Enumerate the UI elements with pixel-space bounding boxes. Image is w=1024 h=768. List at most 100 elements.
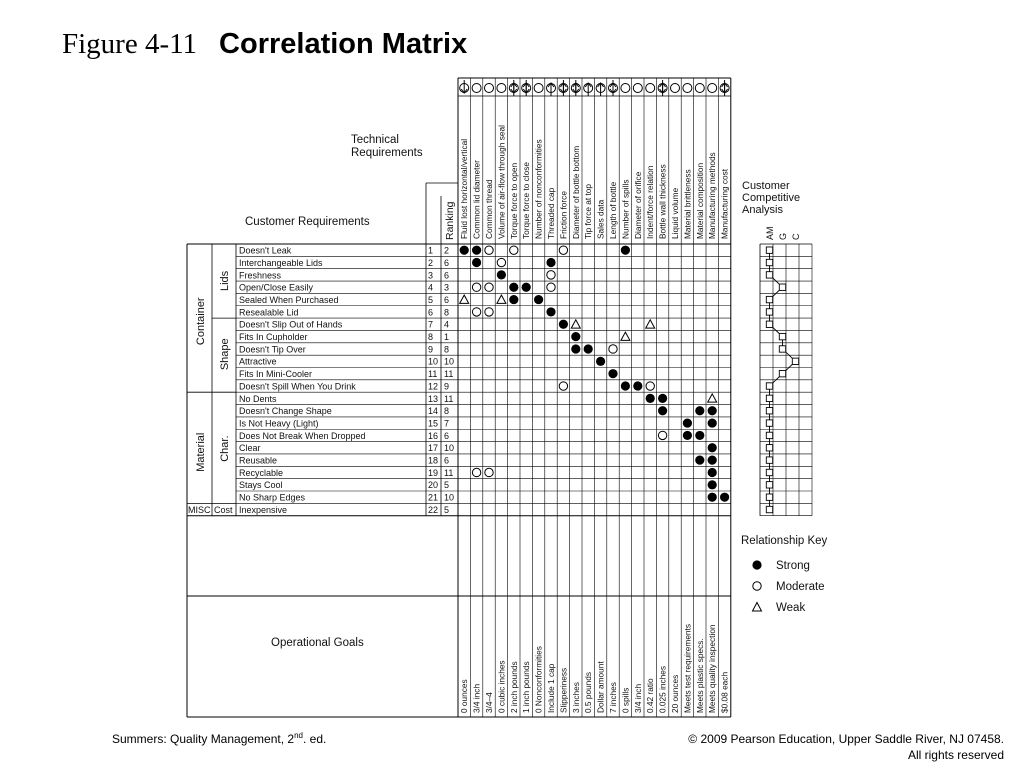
technical-requirement-label: Number of nonconformities [534,139,544,239]
requirement-rank: 5 [444,480,449,490]
operational-goal-value: 0 ounces [459,679,469,713]
customer-requirement-label: Fits In Mini-Cooler [239,369,312,379]
requirement-number: 1 [428,246,433,256]
operational-goal-value: $0.08 each [720,672,730,713]
requirement-rank: 4 [444,320,449,330]
requirement-rank: 11 [444,369,453,379]
operational-goal-value: 2 inch pounds [509,661,519,713]
target-circle-icon [694,83,705,93]
requirement-rank: 7 [444,418,449,428]
figure-label: Figure 4-11 [62,28,198,60]
customer-requirement-label: Resealable Lid [239,307,299,317]
moderate-relationship-mark [471,307,482,317]
target-circle-icon [632,83,643,93]
requirement-rank: 11 [444,468,453,478]
competitive-rating-marker [765,382,774,390]
arrow-up-icon [721,82,728,88]
competitive-rating-marker [765,431,774,440]
group-label-lids: Lids [219,270,231,291]
strong-relationship-mark [682,430,693,441]
requirement-number: 5 [428,295,433,305]
operational-goal-value: Dollar amount [596,661,606,713]
competitive-rating-marker [765,320,774,328]
customer-requirement-label: Does Not Break When Dropped [239,431,366,441]
moderate-relationship-mark [558,381,569,391]
requirement-number: 2 [428,258,433,268]
citation-suffix: . ed. [302,732,327,746]
technical-requirement-label: Manufacturing cost [720,168,730,239]
strong-relationship-mark [534,294,544,305]
competitive-rating-marker [765,246,774,254]
moderate-relationship-mark [484,282,494,292]
requirement-number: 17 [428,443,438,453]
operational-goal-value: Include 1 cap [546,663,556,713]
technical-requirement-label: Material composition [695,163,705,239]
technical-requirement-label: Volume of air-flow through seal [496,125,506,239]
group-label-shape: Shape [219,338,231,370]
competitive-rating-marker [765,271,774,279]
requirement-rank: 6 [444,456,449,466]
moderate-relationship-mark [608,344,618,354]
target-circle-icon [645,83,656,93]
operational-goal-value: Slipperiness [558,668,568,713]
group-label-misc: MISC [188,505,211,515]
customer-requirement-label: Doesn't Spill When You Drink [239,381,356,391]
weak-relationship-mark [706,392,718,403]
strong-relationship-mark [707,455,717,465]
weak-relationship-mark [620,331,631,341]
arrow-up-icon [560,82,567,88]
moderate-relationship-mark [496,257,507,268]
requirement-rank: 8 [444,406,449,416]
arrow-up-icon [584,82,592,88]
customer-requirement-label: Interchangeable Lids [239,258,323,268]
competitive-rating-marker [765,481,774,489]
operational-goal-value: 0.025 inches [658,666,668,713]
requirement-number: 7 [428,320,433,330]
operational-goal-value: 3 inches [571,682,581,713]
technical-requirement-label: Common lid diameter [472,160,482,239]
requirement-rank: 9 [444,381,449,391]
requirement-number: 8 [428,332,433,342]
technical-requirement-label: Bottle wall thickness [658,164,668,239]
strong-relationship-mark [472,245,482,255]
arrow-up-icon [609,82,617,88]
requirement-rank: 6 [444,258,449,268]
requirement-rank: 6 [444,431,449,441]
competitive-rating-marker [765,444,774,452]
technical-requirement-label: Common thread [484,179,494,239]
strong-relationship-mark [720,492,730,502]
copyright: © 2009 Pearson Education, Upper Saddle R… [688,731,1004,763]
requirement-number: 12 [428,381,438,391]
weak-relationship-mark [570,318,582,329]
competitive-rating-marker [765,407,774,415]
strong-relationship-mark [546,307,556,317]
arrow-down-icon [460,88,468,94]
technical-requirement-label: Manufacturing methods [707,152,717,239]
operational-goal-value: 0 spills [620,688,630,713]
customer-requirement-label: No Dents [239,394,277,404]
target-circle-icon [496,83,507,93]
moderate-relationship-mark [484,245,494,255]
operational-goal-value: 0 Nonconformities [534,646,544,713]
strong-relationship-mark [695,430,705,441]
competitive-profile-line [769,250,797,510]
strong-relationship-mark [633,381,643,391]
strong-relationship-mark [496,270,506,280]
customer-requirement-label: Freshness [239,270,282,280]
weak-relationship-mark [458,294,470,304]
operational-goal-value: 3/4 inch [633,684,643,713]
technical-requirement-label: Friction force [558,191,568,239]
requirement-rank: 10 [444,443,454,453]
slide-title: Figure 4-11 Correlation Matrix [62,28,467,61]
requirement-number: 21 [428,493,438,503]
strong-relationship-mark [695,455,705,465]
requirement-rank: 5 [444,505,449,515]
requirement-rank: 6 [444,270,449,280]
weak-key-label: Weak [776,602,805,614]
technical-requirement-label: Diameter of orifice [633,171,643,239]
requirement-number: 11 [428,369,437,379]
arrow-up-icon [510,82,518,88]
strong-relationship-mark [521,282,531,292]
competitive-letter: G [778,233,788,240]
